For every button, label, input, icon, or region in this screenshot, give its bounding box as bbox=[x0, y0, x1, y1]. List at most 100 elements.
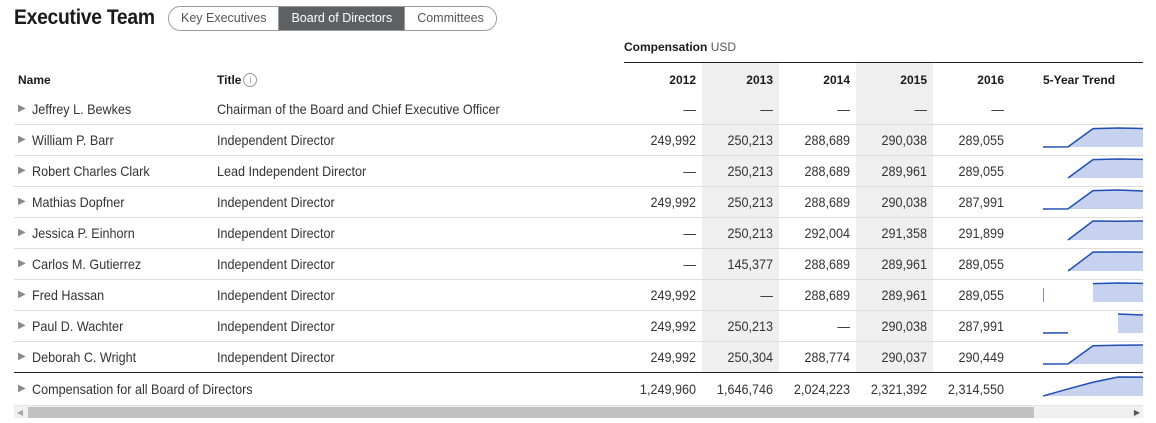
trend-line bbox=[1043, 189, 1143, 210]
compensation-value: — bbox=[683, 225, 696, 241]
trend-line bbox=[1043, 344, 1143, 365]
compensation-value: 250,213 bbox=[727, 132, 773, 148]
caret-right-icon[interactable]: ▶ bbox=[18, 320, 26, 331]
director-name[interactable]: Jeffrey L. Bewkes bbox=[32, 101, 132, 117]
compensation-value: 292,004 bbox=[804, 225, 850, 241]
trend-area bbox=[1043, 345, 1143, 364]
trend-area bbox=[1068, 221, 1143, 240]
director-name[interactable]: Mathias Dopfner bbox=[32, 194, 125, 210]
compensation-value: 289,961 bbox=[881, 163, 927, 179]
info-icon[interactable]: i bbox=[243, 73, 258, 87]
compensation-value: 288,689 bbox=[804, 256, 850, 272]
trend-sparkline bbox=[1043, 189, 1143, 210]
compensation-value: 289,055 bbox=[958, 287, 1004, 303]
trend-line bbox=[1117, 313, 1143, 316]
table-row[interactable]: ▶ Carlos M. Gutierrez Independent Director… bbox=[14, 249, 1143, 280]
compensation-heading: Compensation USD bbox=[624, 40, 736, 54]
table-row[interactable]: ▶ Jessica P. Einhorn Independent Director —… bbox=[14, 218, 1143, 249]
trend-sparkline bbox=[1067, 220, 1143, 241]
compensation-value: 289,961 bbox=[881, 256, 927, 272]
arrow-right-icon[interactable]: ▶ bbox=[1133, 408, 1141, 417]
compensation-value: 290,449 bbox=[958, 349, 1004, 365]
compensation-value: — bbox=[837, 318, 850, 334]
table-row[interactable]: ▶ Deborah C. Wright Independent Director 24… bbox=[14, 342, 1143, 373]
caret-right-icon[interactable]: ▶ bbox=[18, 258, 26, 269]
caret-right-icon[interactable]: ▶ bbox=[18, 227, 26, 238]
column-shade-2013 bbox=[702, 63, 779, 373]
compensation-value: — bbox=[914, 101, 927, 117]
compensation-value: 250,304 bbox=[727, 349, 773, 365]
page-title: Executive Team bbox=[14, 6, 155, 29]
director-name[interactable]: Fred Hassan bbox=[32, 287, 105, 303]
column-header-year[interactable]: 2012 bbox=[669, 73, 696, 87]
table-row[interactable]: ▶ Paul D. Wachter Independent Director 249,… bbox=[14, 311, 1143, 342]
caret-right-icon[interactable]: ▶ bbox=[18, 196, 26, 207]
compensation-value: 1,646,746 bbox=[716, 381, 773, 397]
compensation-value: — bbox=[760, 287, 773, 303]
trend-sparkline bbox=[1043, 282, 1143, 302]
compensation-value: 249,992 bbox=[650, 132, 696, 148]
compensation-value: 289,055 bbox=[958, 132, 1004, 148]
director-title: Independent Director bbox=[217, 132, 335, 148]
compensation-value: 287,991 bbox=[958, 318, 1004, 334]
table-row[interactable]: ▶ Jeffrey L. Bewkes Chairman of the Board … bbox=[14, 94, 1143, 125]
director-title: Independent Director bbox=[217, 256, 335, 272]
column-header-year[interactable]: 2016 bbox=[977, 73, 1004, 87]
director-name[interactable]: Jessica P. Einhorn bbox=[32, 225, 135, 241]
trend-area bbox=[1093, 283, 1143, 302]
table-row[interactable]: ▶ William P. Barr Independent Director 249,… bbox=[14, 125, 1143, 156]
compensation-value: 250,213 bbox=[727, 194, 773, 210]
director-title: Independent Director bbox=[217, 194, 335, 210]
compensation-value: 249,992 bbox=[650, 287, 696, 303]
arrow-left-icon[interactable]: ◀ bbox=[16, 408, 24, 417]
trend-area bbox=[1043, 128, 1143, 147]
caret-right-icon[interactable]: ▶ bbox=[18, 103, 26, 114]
director-name[interactable]: Paul D. Wachter bbox=[32, 318, 124, 334]
column-header-year[interactable]: 2013 bbox=[746, 73, 773, 87]
trend-area bbox=[1068, 159, 1143, 178]
compensation-value: — bbox=[683, 163, 696, 179]
trend-line bbox=[1067, 251, 1143, 272]
total-row[interactable]: ▶ Compensation for all Board of Directors… bbox=[14, 374, 1143, 405]
column-shade-2015 bbox=[856, 63, 933, 373]
director-name[interactable]: William P. Barr bbox=[32, 132, 114, 148]
compensation-value: 291,358 bbox=[881, 225, 927, 241]
trend-sparkline bbox=[1043, 313, 1143, 334]
table-row[interactable]: ▶ Robert Charles Clark Lead Independent Di… bbox=[14, 156, 1143, 187]
compensation-value: 290,038 bbox=[881, 194, 927, 210]
director-name[interactable]: Compensation for all Board of Directors bbox=[32, 381, 253, 397]
trend-line bbox=[1067, 158, 1143, 179]
compensation-value: 288,689 bbox=[804, 163, 850, 179]
director-name[interactable]: Deborah C. Wright bbox=[32, 349, 137, 365]
director-name[interactable]: Robert Charles Clark bbox=[32, 163, 150, 179]
caret-right-icon[interactable]: ▶ bbox=[18, 383, 26, 394]
compensation-value: 249,992 bbox=[650, 349, 696, 365]
compensation-value: 289,055 bbox=[958, 256, 1004, 272]
trend-sparkline bbox=[1043, 376, 1143, 397]
table-row[interactable]: ▶ Mathias Dopfner Independent Director 249,… bbox=[14, 187, 1143, 218]
tab-board-of-directors[interactable]: Board of Directors bbox=[279, 6, 406, 30]
compensation-value: 288,689 bbox=[804, 194, 850, 210]
compensation-value: 2,321,392 bbox=[870, 381, 927, 397]
table-row[interactable]: ▶ Fred Hassan Independent Director 249,992 —… bbox=[14, 280, 1143, 311]
column-header-year[interactable]: 2014 bbox=[823, 73, 850, 87]
caret-right-icon[interactable]: ▶ bbox=[18, 351, 26, 362]
compensation-value: 1,249,960 bbox=[639, 381, 696, 397]
scrollbar-thumb[interactable] bbox=[28, 407, 1034, 418]
tab-committees[interactable]: Committees bbox=[405, 6, 496, 30]
trend-sparkline bbox=[1067, 251, 1143, 272]
trend-sparkline bbox=[1043, 344, 1143, 365]
column-header-title: Title i bbox=[217, 73, 258, 87]
horizontal-scrollbar[interactable]: ◀ ▶ bbox=[14, 405, 1143, 418]
column-header-year[interactable]: 2015 bbox=[900, 73, 927, 87]
caret-right-icon[interactable]: ▶ bbox=[18, 289, 26, 300]
director-title: Chairman of the Board and Chief Executiv… bbox=[217, 101, 500, 117]
trend-area bbox=[1043, 190, 1143, 209]
caret-right-icon[interactable]: ▶ bbox=[18, 165, 26, 176]
trend-line bbox=[1067, 220, 1143, 241]
column-header-name[interactable]: Name bbox=[18, 73, 51, 87]
director-name[interactable]: Carlos M. Gutierrez bbox=[32, 256, 142, 272]
tab-key-executives[interactable]: Key Executives bbox=[169, 6, 280, 30]
trend-area bbox=[1043, 377, 1143, 396]
caret-right-icon[interactable]: ▶ bbox=[18, 134, 26, 145]
